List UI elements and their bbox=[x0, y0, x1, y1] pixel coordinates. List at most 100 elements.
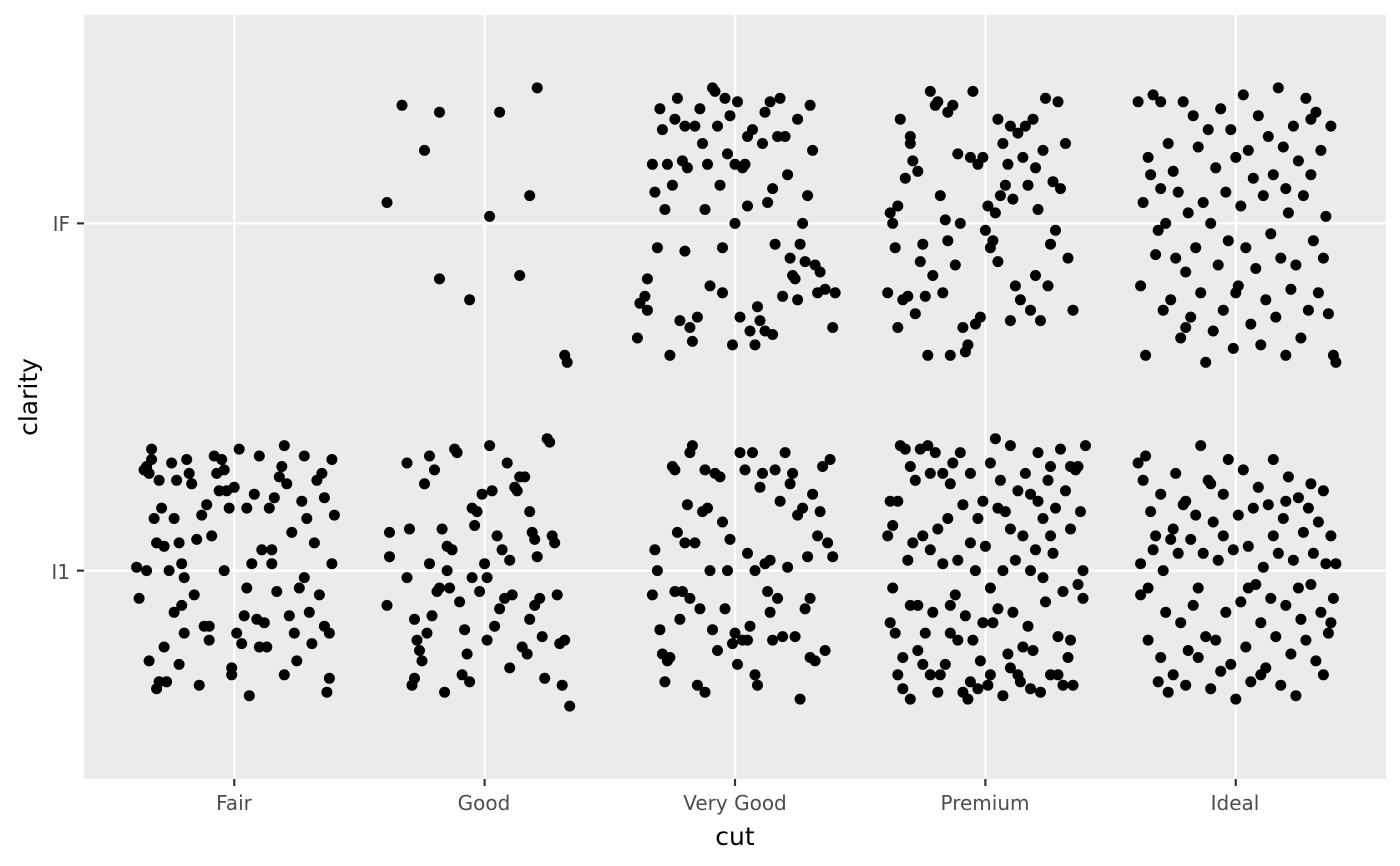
data-point bbox=[539, 672, 551, 684]
data-point bbox=[409, 672, 420, 684]
data-point bbox=[1235, 596, 1247, 608]
data-point bbox=[549, 537, 561, 549]
data-point bbox=[476, 488, 488, 500]
data-point bbox=[531, 82, 543, 94]
data-point bbox=[419, 478, 430, 490]
data-point bbox=[994, 474, 1006, 486]
data-point bbox=[1205, 683, 1217, 695]
data-point bbox=[912, 165, 924, 177]
data-point bbox=[1265, 592, 1277, 604]
data-point bbox=[1055, 443, 1066, 455]
data-point bbox=[719, 92, 731, 104]
data-point bbox=[1004, 440, 1016, 452]
data-points bbox=[131, 82, 1342, 712]
data-point bbox=[464, 294, 476, 306]
y-axis: I1 IF bbox=[51, 212, 84, 584]
data-point bbox=[1242, 582, 1254, 594]
data-point bbox=[962, 339, 974, 351]
data-point bbox=[1170, 467, 1182, 479]
data-point bbox=[1260, 294, 1272, 306]
data-point bbox=[714, 179, 726, 191]
data-point bbox=[949, 589, 961, 601]
data-point bbox=[784, 478, 796, 490]
data-point bbox=[807, 488, 819, 500]
data-point bbox=[762, 197, 774, 208]
data-point bbox=[684, 592, 696, 604]
data-point bbox=[1205, 217, 1217, 229]
data-point bbox=[912, 599, 924, 611]
data-point bbox=[1180, 679, 1192, 691]
data-point bbox=[977, 617, 989, 629]
data-point bbox=[954, 447, 966, 459]
data-point bbox=[1002, 648, 1014, 660]
data-point bbox=[166, 457, 178, 469]
data-point bbox=[1262, 131, 1274, 142]
data-point bbox=[1217, 530, 1229, 542]
data-point bbox=[882, 287, 894, 299]
data-point bbox=[942, 235, 954, 247]
data-point bbox=[734, 311, 746, 323]
data-point bbox=[684, 322, 696, 333]
data-point bbox=[1132, 457, 1144, 469]
data-point bbox=[203, 634, 215, 646]
data-point bbox=[414, 645, 425, 656]
data-point bbox=[699, 464, 711, 476]
data-point bbox=[1172, 186, 1184, 198]
data-point bbox=[551, 589, 563, 601]
data-point bbox=[496, 544, 508, 556]
data-point bbox=[659, 676, 671, 688]
data-point bbox=[1172, 547, 1184, 559]
data-point bbox=[226, 662, 238, 674]
data-point bbox=[303, 606, 315, 618]
data-point bbox=[919, 290, 931, 302]
data-point bbox=[664, 652, 676, 663]
data-point bbox=[188, 589, 200, 601]
data-point bbox=[326, 558, 338, 570]
x-tick-label-fair: Fair bbox=[216, 791, 252, 815]
data-point bbox=[474, 586, 486, 597]
data-point bbox=[479, 558, 491, 570]
data-point bbox=[243, 690, 255, 702]
data-point bbox=[1012, 485, 1024, 497]
data-point bbox=[484, 440, 496, 452]
data-point bbox=[1004, 662, 1016, 674]
data-point bbox=[1305, 579, 1317, 590]
data-point bbox=[1300, 634, 1312, 646]
data-point bbox=[1017, 530, 1029, 542]
data-point bbox=[942, 513, 954, 524]
data-point bbox=[1197, 197, 1209, 208]
data-point bbox=[168, 513, 180, 524]
data-point bbox=[384, 526, 395, 538]
data-point bbox=[1245, 318, 1257, 330]
data-point bbox=[742, 200, 753, 212]
data-point bbox=[972, 513, 984, 524]
data-point bbox=[1192, 582, 1204, 594]
data-point bbox=[777, 631, 789, 643]
data-point bbox=[1030, 162, 1041, 174]
data-point bbox=[892, 322, 904, 333]
data-point bbox=[1014, 294, 1026, 306]
data-point bbox=[939, 658, 951, 670]
data-point bbox=[887, 217, 899, 229]
data-point bbox=[514, 270, 526, 281]
data-point bbox=[814, 266, 826, 278]
data-point bbox=[712, 645, 723, 656]
data-point bbox=[1187, 599, 1199, 611]
data-point bbox=[1317, 252, 1329, 264]
data-point bbox=[937, 467, 949, 479]
data-point bbox=[1300, 92, 1312, 104]
data-point bbox=[1030, 270, 1041, 281]
data-point bbox=[1252, 110, 1264, 122]
data-point bbox=[1317, 669, 1329, 681]
data-point bbox=[1065, 461, 1076, 472]
data-point bbox=[754, 315, 766, 327]
data-point bbox=[286, 526, 298, 538]
data-point bbox=[671, 92, 683, 104]
data-point bbox=[1155, 652, 1167, 663]
data-point bbox=[176, 558, 188, 570]
data-point bbox=[924, 467, 936, 479]
data-point bbox=[1305, 113, 1317, 125]
data-point bbox=[992, 603, 1004, 615]
data-point bbox=[283, 610, 295, 622]
data-point bbox=[439, 686, 451, 698]
